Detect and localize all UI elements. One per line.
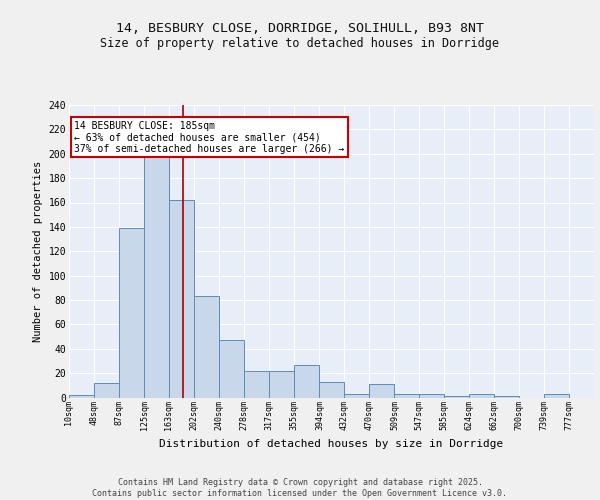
- Bar: [69, 395, 94, 398]
- Bar: [194, 296, 219, 398]
- Bar: [119, 228, 144, 398]
- Text: 14 BESBURY CLOSE: 185sqm
← 63% of detached houses are smaller (454)
37% of semi-: 14 BESBURY CLOSE: 185sqm ← 63% of detach…: [74, 121, 344, 154]
- Text: Size of property relative to detached houses in Dorridge: Size of property relative to detached ho…: [101, 38, 499, 51]
- Bar: [419, 394, 444, 398]
- Bar: [544, 394, 569, 398]
- Text: Contains HM Land Registry data © Crown copyright and database right 2025.
Contai: Contains HM Land Registry data © Crown c…: [92, 478, 508, 498]
- Bar: [344, 394, 369, 398]
- X-axis label: Distribution of detached houses by size in Dorridge: Distribution of detached houses by size …: [160, 438, 503, 448]
- Bar: [369, 384, 394, 398]
- Bar: [469, 394, 494, 398]
- Bar: [394, 394, 419, 398]
- Bar: [294, 364, 319, 398]
- Bar: [494, 396, 519, 398]
- Bar: [244, 370, 269, 398]
- Bar: [144, 156, 169, 398]
- Text: 14, BESBURY CLOSE, DORRIDGE, SOLIHULL, B93 8NT: 14, BESBURY CLOSE, DORRIDGE, SOLIHULL, B…: [116, 22, 484, 36]
- Bar: [269, 370, 294, 398]
- Bar: [219, 340, 244, 398]
- Bar: [444, 396, 469, 398]
- Bar: [169, 200, 194, 398]
- Bar: [319, 382, 344, 398]
- Y-axis label: Number of detached properties: Number of detached properties: [33, 160, 43, 342]
- Bar: [94, 383, 119, 398]
